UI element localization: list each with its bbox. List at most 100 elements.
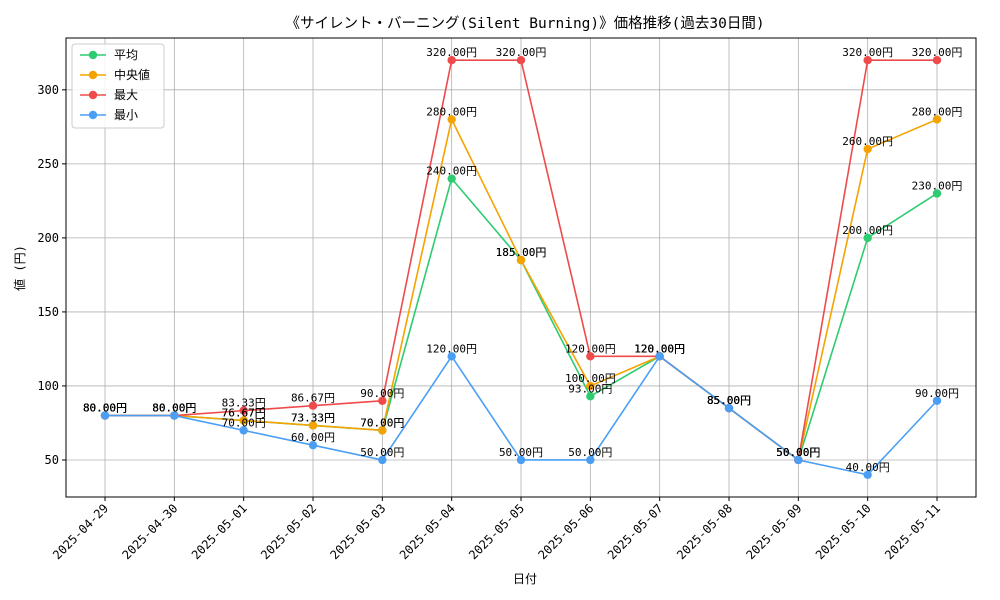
data-point	[378, 396, 387, 405]
series-3	[100, 352, 942, 479]
legend-label: 最大	[114, 88, 138, 102]
data-label: 320.00円	[912, 46, 963, 59]
series-labels-3: 80.00円 80.00円 70.00円 60.00円 50.00円 120.00円 50.…	[83, 342, 959, 473]
data-point	[586, 352, 595, 361]
legend-box	[71, 43, 165, 129]
data-label: 85.00円	[707, 394, 751, 407]
data-point	[932, 56, 942, 65]
y-tick-label: 100	[37, 379, 59, 393]
data-label: 185.00円	[496, 246, 547, 259]
series-labels-1: 80.00円 80.00円 76.67円 73.33円 70.00円 280.00円 185…	[83, 105, 962, 459]
data-label: 320.00円	[842, 46, 893, 59]
data-point	[100, 411, 110, 420]
legend-label: 中央値	[114, 67, 150, 82]
data-label: 40.00円	[846, 461, 890, 474]
data-label: 80.00円	[152, 402, 196, 415]
data-label: 50.00円	[776, 446, 820, 459]
data-label: 80.00円	[152, 402, 196, 415]
series-lines	[100, 56, 942, 479]
data-point	[932, 189, 942, 198]
data-label: 80.00円	[152, 402, 196, 415]
data-label: 70.00円	[360, 416, 404, 429]
data-point	[308, 440, 318, 450]
data-label: 70.00円	[222, 416, 266, 429]
data-label: 85.00円	[707, 394, 751, 407]
data-point	[308, 421, 318, 430]
data-point	[863, 233, 872, 243]
data-label: 80.00円	[83, 402, 127, 415]
data-point	[932, 396, 942, 405]
data-point	[863, 470, 872, 479]
data-label: 76.67円	[222, 406, 266, 419]
data-point	[378, 455, 387, 465]
data-label: 120.00円	[565, 342, 616, 355]
data-label: 280.00円	[426, 105, 477, 118]
data-label: 200.00円	[842, 224, 893, 237]
data-label: 320.00円	[426, 46, 477, 59]
data-label: 85.00円	[707, 394, 751, 407]
data-label: 76.67円	[222, 406, 266, 419]
data-point	[447, 352, 456, 361]
legend-swatch-marker	[88, 90, 98, 100]
data-label: 320.00円	[496, 46, 547, 59]
data-label: 50.00円	[499, 446, 543, 459]
y-tick-label: 200	[37, 231, 59, 245]
y-tick-label: 300	[37, 83, 59, 97]
x-axis-title: 日付	[513, 572, 537, 586]
data-labels: 80.00円 80.00円 76.67円 73.33円 70.00円 240.00円 185…	[83, 46, 962, 474]
data-label: 60.00円	[291, 431, 335, 444]
legend-swatch-marker	[88, 70, 98, 80]
legend-swatch-marker	[88, 50, 98, 60]
data-point	[378, 426, 387, 435]
data-point	[586, 381, 595, 391]
data-point	[932, 115, 942, 124]
data-point	[239, 426, 248, 435]
legend-item-1: 中央値	[80, 67, 150, 82]
data-label: 120.00円	[634, 342, 685, 355]
data-point	[794, 455, 803, 465]
data-label: 50.00円	[776, 446, 820, 459]
data-label: 80.00円	[83, 402, 127, 415]
series-labels-0: 80.00円 80.00円 76.67円 73.33円 70.00円 240.00円 185…	[83, 165, 962, 459]
data-label: 86.67円	[291, 392, 335, 405]
data-label: 80.00円	[83, 402, 127, 415]
data-label: 185.00円	[496, 246, 547, 259]
data-label: 73.33円	[291, 411, 335, 424]
data-label: 50.00円	[776, 446, 820, 459]
data-label: 50.00円	[568, 446, 612, 459]
data-point	[516, 255, 526, 265]
data-point	[447, 56, 456, 65]
y-tick-label: 150	[37, 305, 59, 319]
data-label: 90.00円	[360, 387, 404, 400]
chart-title: 《サイレント・バーニング(Silent Burning)》価格推移(過去30日間…	[285, 15, 764, 32]
data-point	[586, 455, 595, 465]
data-point	[724, 403, 734, 413]
data-point	[655, 352, 664, 361]
data-label: 73.33円	[291, 411, 335, 424]
y-tick-label: 250	[37, 157, 59, 171]
legend-item-2: 最大	[80, 88, 138, 102]
y-axis-title: 値 (円)	[12, 245, 27, 291]
data-label: 50.00円	[776, 446, 820, 459]
data-label: 240.00円	[426, 165, 477, 178]
data-point	[239, 416, 248, 425]
data-label: 120.00円	[426, 342, 477, 355]
data-point	[516, 56, 526, 65]
data-label: 120.00円	[634, 342, 685, 355]
series-labels-2: 80.00円 80.00円 83.33円 86.67円 90.00円 320.00円 320…	[83, 46, 962, 459]
data-label: 93.00円	[568, 382, 612, 395]
data-label: 50.00円	[360, 446, 404, 459]
legend-swatch-marker	[88, 110, 98, 120]
data-label: 70.00円	[360, 416, 404, 429]
data-label: 80.00円	[152, 402, 196, 415]
data-point	[863, 144, 872, 154]
data-point	[447, 115, 456, 124]
legend-item-3: 最小	[80, 108, 138, 122]
data-label: 80.00円	[83, 402, 127, 415]
data-label: 260.00円	[842, 135, 893, 148]
data-point	[447, 174, 456, 183]
